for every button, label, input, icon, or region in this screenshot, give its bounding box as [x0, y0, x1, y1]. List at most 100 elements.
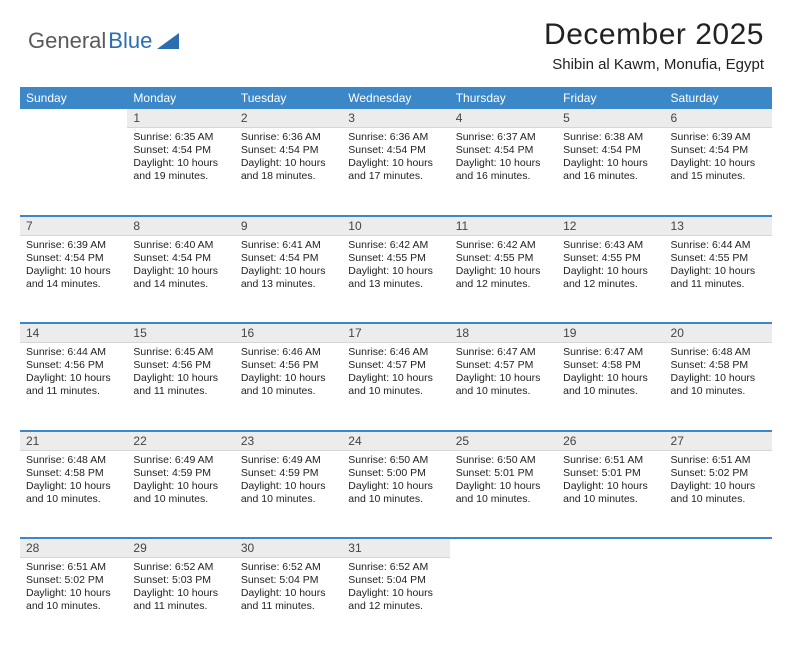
day-number-cell: 9 — [235, 216, 342, 236]
cell-sunset: Sunset: 4:56 PM — [26, 359, 121, 372]
cell-sunrise: Sunrise: 6:52 AM — [241, 561, 336, 574]
cell-daylight2: and 12 minutes. — [456, 278, 551, 291]
cell-sunrise: Sunrise: 6:41 AM — [241, 239, 336, 252]
day-content-cell: Sunrise: 6:45 AMSunset: 4:56 PMDaylight:… — [127, 343, 234, 431]
day-content-cell: Sunrise: 6:50 AMSunset: 5:00 PMDaylight:… — [342, 450, 449, 538]
cell-daylight2: and 14 minutes. — [133, 278, 228, 291]
day-number-cell: 16 — [235, 323, 342, 343]
cell-sunrise: Sunrise: 6:45 AM — [133, 346, 228, 359]
cell-sunrise: Sunrise: 6:43 AM — [563, 239, 658, 252]
cell-daylight2: and 16 minutes. — [456, 170, 551, 183]
day-number-cell: 10 — [342, 216, 449, 236]
cell-daylight1: Daylight: 10 hours — [456, 265, 551, 278]
cell-daylight1: Daylight: 10 hours — [671, 480, 766, 493]
daynum-row: 14151617181920 — [20, 323, 772, 343]
cell-sunrise: Sunrise: 6:39 AM — [671, 131, 766, 144]
cell-daylight1: Daylight: 10 hours — [348, 587, 443, 600]
cell-daylight1: Daylight: 10 hours — [671, 372, 766, 385]
day-content-cell: Sunrise: 6:44 AMSunset: 4:55 PMDaylight:… — [665, 235, 772, 323]
day-number-cell: 3 — [342, 109, 449, 128]
cell-sunrise: Sunrise: 6:47 AM — [563, 346, 658, 359]
cell-sunset: Sunset: 4:57 PM — [348, 359, 443, 372]
day-content-cell: Sunrise: 6:50 AMSunset: 5:01 PMDaylight:… — [450, 450, 557, 538]
cell-sunrise: Sunrise: 6:42 AM — [348, 239, 443, 252]
cell-sunrise: Sunrise: 6:51 AM — [26, 561, 121, 574]
cell-sunrise: Sunrise: 6:36 AM — [241, 131, 336, 144]
day-number-cell: 26 — [557, 431, 664, 451]
cell-sunset: Sunset: 5:03 PM — [133, 574, 228, 587]
day-content-cell — [450, 558, 557, 646]
weekday-header: Sunday — [20, 87, 127, 109]
cell-daylight1: Daylight: 10 hours — [563, 480, 658, 493]
cell-daylight2: and 11 minutes. — [671, 278, 766, 291]
cell-daylight1: Daylight: 10 hours — [348, 372, 443, 385]
cell-sunrise: Sunrise: 6:52 AM — [348, 561, 443, 574]
cell-daylight2: and 10 minutes. — [671, 493, 766, 506]
weekday-header: Monday — [127, 87, 234, 109]
cell-daylight1: Daylight: 10 hours — [563, 157, 658, 170]
day-number-cell: 15 — [127, 323, 234, 343]
cell-sunset: Sunset: 5:01 PM — [456, 467, 551, 480]
cell-daylight1: Daylight: 10 hours — [456, 480, 551, 493]
cell-sunrise: Sunrise: 6:51 AM — [563, 454, 658, 467]
daynum-row: 78910111213 — [20, 216, 772, 236]
cell-sunrise: Sunrise: 6:44 AM — [671, 239, 766, 252]
content-row: Sunrise: 6:44 AMSunset: 4:56 PMDaylight:… — [20, 343, 772, 431]
day-content-cell: Sunrise: 6:41 AMSunset: 4:54 PMDaylight:… — [235, 235, 342, 323]
cell-daylight1: Daylight: 10 hours — [241, 157, 336, 170]
cell-daylight2: and 13 minutes. — [241, 278, 336, 291]
day-content-cell: Sunrise: 6:52 AMSunset: 5:03 PMDaylight:… — [127, 558, 234, 646]
cell-sunset: Sunset: 4:58 PM — [563, 359, 658, 372]
cell-sunrise: Sunrise: 6:39 AM — [26, 239, 121, 252]
day-number-cell: 18 — [450, 323, 557, 343]
cell-sunrise: Sunrise: 6:49 AM — [133, 454, 228, 467]
day-number-cell: 25 — [450, 431, 557, 451]
cell-sunrise: Sunrise: 6:36 AM — [348, 131, 443, 144]
content-row: Sunrise: 6:39 AM Sunset: 4:54 PM Daylight:… — [20, 235, 772, 323]
weekday-header: Saturday — [665, 87, 772, 109]
day-number-cell: 22 — [127, 431, 234, 451]
day-content-cell: Sunrise: 6:47 AMSunset: 4:58 PMDaylight:… — [557, 343, 664, 431]
content-row: Sunrise: 6:48 AMSunset: 4:58 PMDaylight:… — [20, 450, 772, 538]
day-content-cell: Sunrise: 6:52 AMSunset: 5:04 PMDaylight:… — [342, 558, 449, 646]
cell-daylight1: Daylight: 10 hours — [348, 265, 443, 278]
cell-sunrise: Sunrise: 6:50 AM — [456, 454, 551, 467]
cell-daylight1: Daylight: 10 hours — [348, 157, 443, 170]
cell-daylight1: Daylight: 10 hours — [563, 372, 658, 385]
day-content-cell: Sunrise: 6:39 AMSunset: 4:54 PMDaylight:… — [665, 128, 772, 216]
cell-sunset: Sunset: 4:54 PM — [241, 252, 336, 265]
cell-sunset: Sunset: 4:54 PM — [241, 144, 336, 157]
day-content-cell: Sunrise: 6:49 AMSunset: 4:59 PMDaylight:… — [127, 450, 234, 538]
day-content-cell: Sunrise: 6:42 AMSunset: 4:55 PMDaylight:… — [342, 235, 449, 323]
day-content-cell: Sunrise: 6:48 AMSunset: 4:58 PMDaylight:… — [665, 343, 772, 431]
cell-sunset: Sunset: 4:54 PM — [348, 144, 443, 157]
cell-sunset: Sunset: 4:57 PM — [456, 359, 551, 372]
cell-sunrise: Sunrise: 6:37 AM — [456, 131, 551, 144]
cell-daylight2: and 10 minutes. — [348, 493, 443, 506]
cell-sunset: Sunset: 5:02 PM — [671, 467, 766, 480]
logo-triangle-icon — [157, 33, 179, 49]
cell-daylight1: Daylight: 10 hours — [563, 265, 658, 278]
day-content-cell: Sunrise: 6:42 AMSunset: 4:55 PMDaylight:… — [450, 235, 557, 323]
day-content-cell: Sunrise: 6:35 AMSunset: 4:54 PMDaylight:… — [127, 128, 234, 216]
cell-daylight1: Daylight: 10 hours — [348, 480, 443, 493]
header: GeneralBlue December 2025 Shibin al Kawm… — [0, 0, 792, 79]
cell-sunset: Sunset: 4:54 PM — [456, 144, 551, 157]
day-content-cell: Sunrise: 6:52 AMSunset: 5:04 PMDaylight:… — [235, 558, 342, 646]
cell-sunset: Sunset: 4:54 PM — [563, 144, 658, 157]
cell-daylight2: and 15 minutes. — [671, 170, 766, 183]
cell-sunset: Sunset: 5:02 PM — [26, 574, 121, 587]
location-text: Shibin al Kawm, Monufia, Egypt — [544, 56, 764, 73]
cell-daylight2: and 10 minutes. — [671, 385, 766, 398]
day-number-cell: 17 — [342, 323, 449, 343]
cell-daylight1: Daylight: 10 hours — [456, 157, 551, 170]
day-content-cell — [665, 558, 772, 646]
cell-daylight1: Daylight: 10 hours — [133, 587, 228, 600]
content-row: Sunrise: 6:51 AMSunset: 5:02 PM Daylight:… — [20, 558, 772, 646]
day-number-cell: 20 — [665, 323, 772, 343]
day-content-cell: Sunrise: 6:51 AMSunset: 5:02 PMDaylight:… — [20, 558, 127, 646]
cell-daylight2: and 10 minutes. — [563, 385, 658, 398]
cell-sunset: Sunset: 4:56 PM — [241, 359, 336, 372]
cell-sunrise: Sunrise: 6:52 AM — [133, 561, 228, 574]
cell-sunset: Sunset: 5:04 PM — [348, 574, 443, 587]
